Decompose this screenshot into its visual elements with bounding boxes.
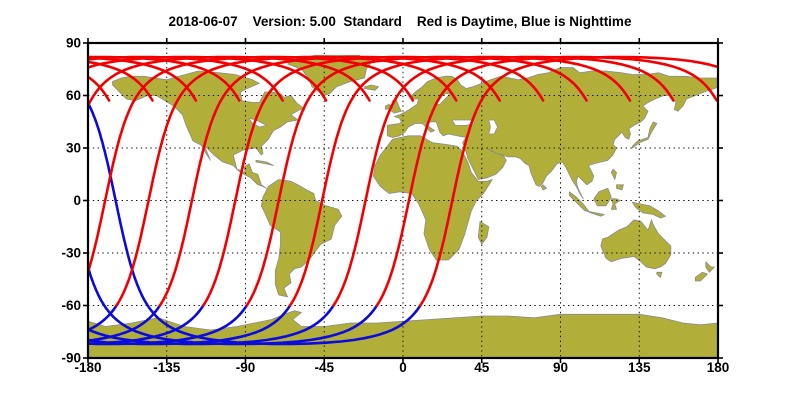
night-tracks (88, 100, 422, 346)
x-tick-label: 180 (707, 360, 730, 375)
y-tick-label: 60 (66, 88, 81, 103)
y-tick-label: -90 (61, 351, 81, 366)
chart-title: 2018-06-07 Version: 5.00 Standard Red is… (169, 14, 632, 29)
x-tick-label: -135 (153, 360, 181, 375)
x-tick-label: 45 (474, 360, 490, 375)
y-tick-label: -30 (61, 246, 81, 261)
x-tick-label: 135 (628, 360, 651, 375)
x-tick-label: -180 (74, 360, 101, 375)
x-tick-label: 90 (553, 360, 568, 375)
x-tick-label: 0 (399, 360, 407, 375)
y-tick-label: 90 (66, 36, 81, 51)
x-tick-label: -45 (314, 360, 334, 375)
map-and-tracks (88, 43, 718, 358)
x-tick-label: -90 (236, 360, 256, 375)
axes-frame: -180 -135 -90 -45 0 45 90 135 180 90 60 30 0 -30 -60 -9… (61, 36, 729, 376)
y-tick-label: -60 (61, 298, 81, 313)
day-tracks (88, 55, 718, 307)
y-tick-label: 30 (66, 141, 81, 156)
y-tick-label: 0 (73, 193, 81, 208)
